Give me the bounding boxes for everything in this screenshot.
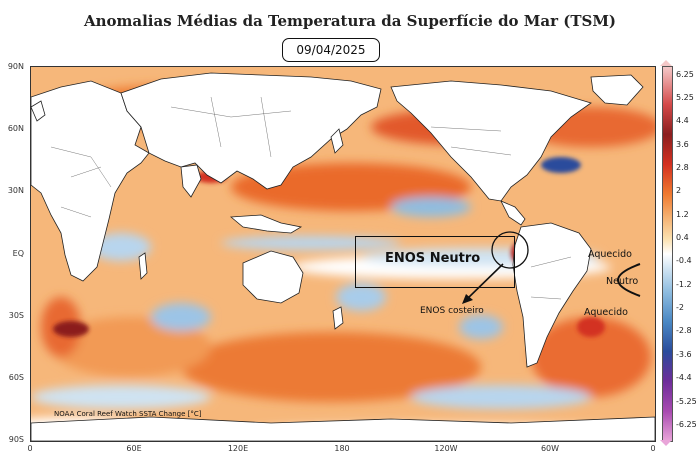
greenland-land xyxy=(590,74,644,106)
enos-costeiro-arrowhead xyxy=(462,294,473,304)
madagascar-land xyxy=(138,252,148,280)
japan-land xyxy=(330,128,344,154)
india-land xyxy=(180,164,202,198)
colorbar-label: 2.8 xyxy=(676,163,689,172)
map-title: Anomalias Médias da Temperatura da Super… xyxy=(83,12,617,30)
country-borders xyxy=(50,96,572,300)
lon-label-180: 180 xyxy=(334,444,350,453)
neutro-bracket xyxy=(617,263,641,297)
lat-label-30s: 30S xyxy=(8,311,24,320)
colorbar-label: -4.4 xyxy=(676,373,692,382)
colorbar-label: -0.4 xyxy=(676,256,692,265)
colorbar-label: 3.6 xyxy=(676,140,689,149)
landmasses xyxy=(31,72,655,441)
colorbar-label: -2 xyxy=(676,303,684,312)
asia-land xyxy=(120,72,382,190)
north-america-land xyxy=(390,80,592,202)
uk-land xyxy=(31,100,46,122)
colorbar-label: -2.8 xyxy=(676,326,692,335)
neutro-label: Neutro xyxy=(606,276,639,287)
enos-costeiro-circle xyxy=(491,231,529,269)
aquecido-south-label: Aquecido xyxy=(584,307,628,318)
colorbar-label: 6.25 xyxy=(676,70,694,79)
lon-label-60w: 60W xyxy=(540,444,560,453)
colorbar-label: -1.2 xyxy=(676,280,692,289)
lon-label-60e: 60E xyxy=(126,444,142,453)
data-credit: NOAA Coral Reef Watch SSTA Change [°C] xyxy=(54,410,202,418)
colorbar-label: 2 xyxy=(676,186,682,195)
enos-costeiro-label: ENOS costeiro xyxy=(420,306,484,316)
date-badge: 09/04/2025 xyxy=(282,38,380,62)
new-zealand-land xyxy=(332,306,344,330)
map-canvas xyxy=(31,67,655,441)
colorbar-upper-arrow xyxy=(660,60,672,66)
colorbar-label: 1.2 xyxy=(676,210,689,219)
colorbar-label: 4.4 xyxy=(676,116,689,125)
lon-label-120w: 120W xyxy=(434,444,458,453)
colorbar-lower-arrow xyxy=(660,440,672,446)
antarctica-land xyxy=(31,416,655,441)
colorbar-label: -3.6 xyxy=(676,350,692,359)
enos-costeiro-arrow xyxy=(465,263,504,301)
aquecido-north-label: Aquecido xyxy=(588,249,632,260)
central-america-land xyxy=(500,200,526,226)
australia-land xyxy=(242,250,304,304)
colorbar-label: 5.25 xyxy=(676,93,694,102)
lat-label-90n: 90N xyxy=(7,62,24,71)
lon-label-0-east: 0 xyxy=(650,444,656,453)
colorbar-label: -5.25 xyxy=(676,397,697,406)
enos-neutro-box xyxy=(355,236,515,288)
lat-label-eq: EQ xyxy=(12,249,24,258)
south-america-land xyxy=(512,222,592,368)
lon-label-0: 0 xyxy=(27,444,33,453)
sst-anomaly-map xyxy=(30,66,656,442)
lat-label-60n: 60N xyxy=(7,124,24,133)
colorbar-label: -6.25 xyxy=(676,420,697,429)
lat-label-60s: 60S xyxy=(8,373,24,382)
enos-neutro-label: ENOS Neutro xyxy=(385,251,481,266)
lat-label-30n: 30N xyxy=(7,186,24,195)
lon-label-120e: 120E xyxy=(227,444,249,453)
colorbar-label: 0.4 xyxy=(676,233,689,242)
indonesia-land xyxy=(229,214,303,234)
lat-label-90s: 90S xyxy=(8,435,24,444)
